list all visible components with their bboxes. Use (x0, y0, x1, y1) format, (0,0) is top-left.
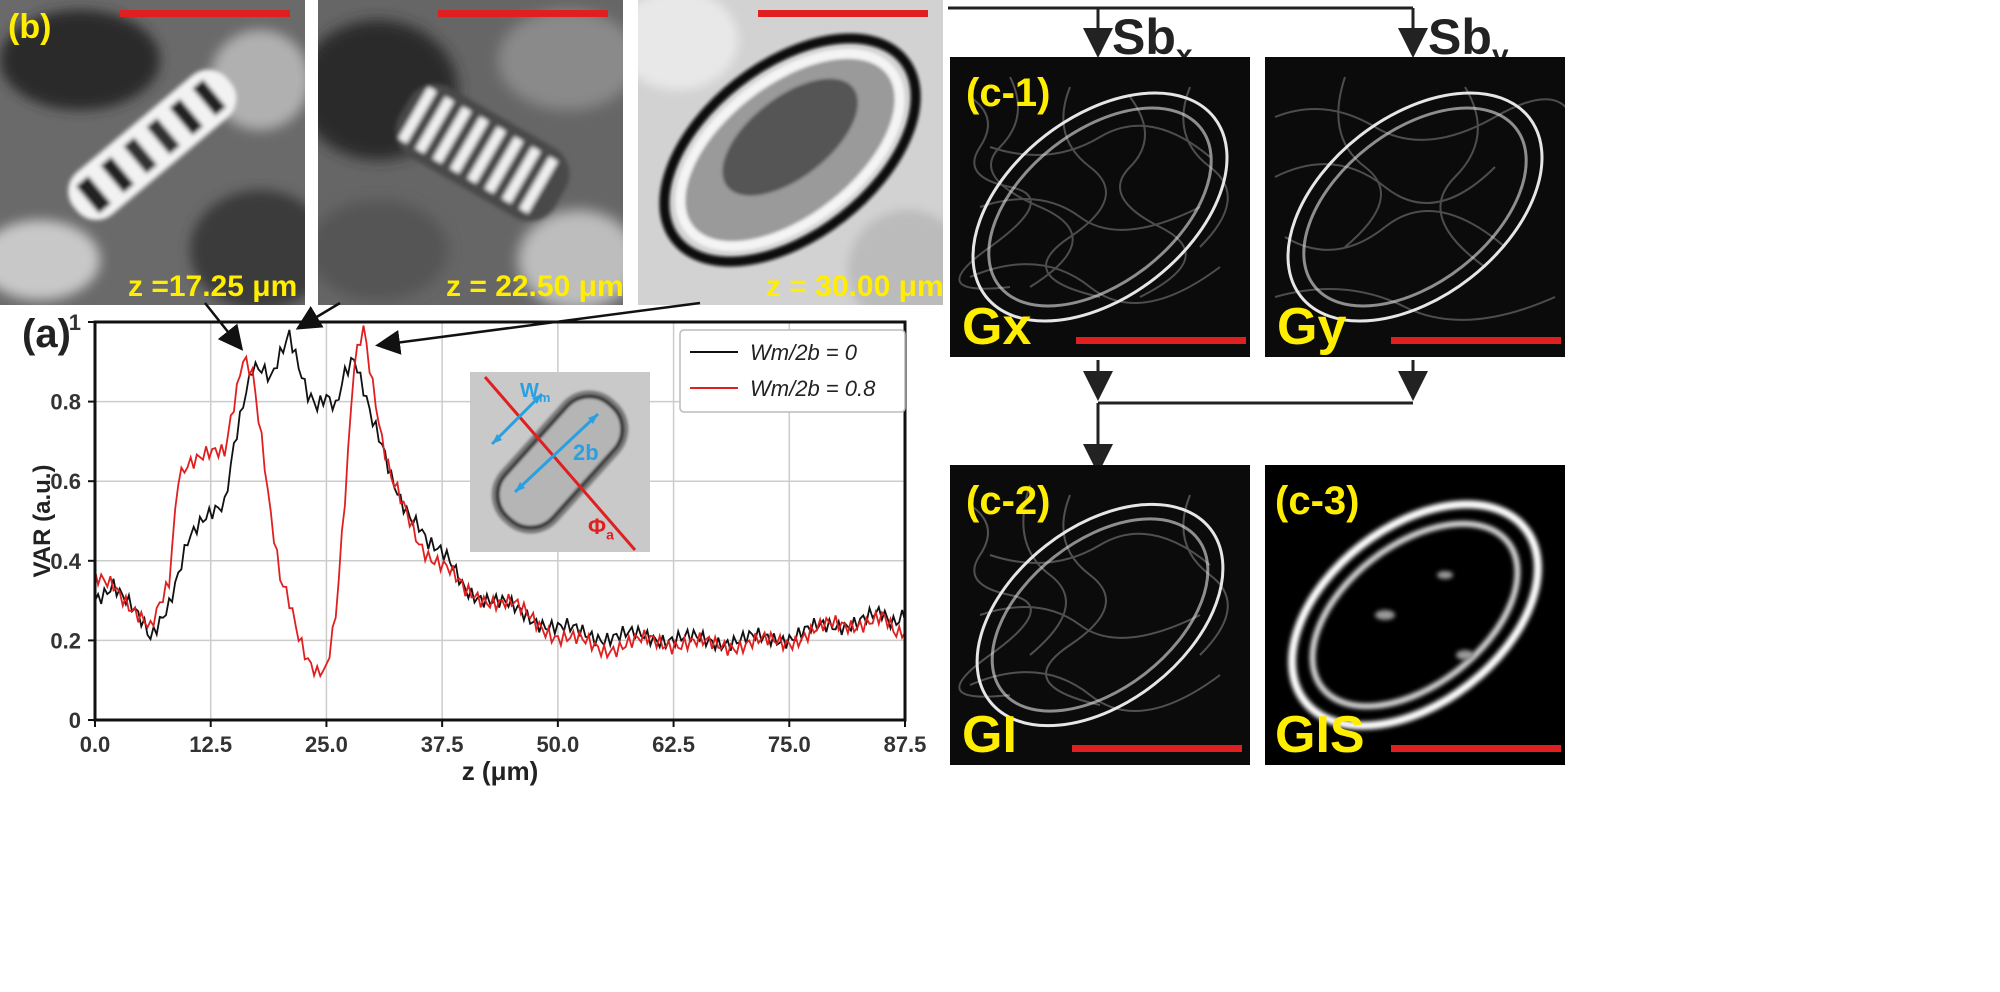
x-tick-label: 25.0 (305, 732, 348, 757)
series-line-1 (94, 325, 906, 679)
y-tick-label: 0.8 (50, 390, 81, 415)
x-tick-label: 37.5 (421, 732, 464, 757)
x-tick-label: 50.0 (536, 732, 579, 757)
photo-z2250: z = 22.50 μm (318, 0, 623, 305)
gy-image: Gy (1265, 57, 1565, 357)
legend-entry-red: Wm/2b = 0.8 (750, 376, 876, 401)
photo-z1725: (b) z =17.25 μm (0, 0, 305, 305)
z-label: z =17.25 μm (128, 270, 298, 303)
y-tick-label: 0 (69, 708, 81, 733)
wm-label: Wm (520, 380, 551, 405)
flow-arrows (948, 6, 1428, 474)
legend-entry-black: Wm/2b = 0 (750, 340, 858, 365)
gx-label: Gx (962, 298, 1032, 356)
x-tick-label: 62.5 (652, 732, 695, 757)
scale-bar (1391, 337, 1561, 344)
y-tick-label: 0.2 (50, 628, 81, 653)
peak-arrows (204, 301, 701, 355)
var-chart: 0.0 12.5 25.0 37.5 50.0 62.5 75.0 87.5 0 0.2 0.4 0.… (29, 310, 927, 786)
scale-bar (1076, 337, 1246, 344)
scale-bar (1072, 745, 1242, 752)
x-axis-label: z (μm) (462, 756, 539, 786)
photo-z3000: z = 30.00 μm (638, 0, 943, 305)
2b-label: 2b (573, 440, 599, 465)
c2-label: (c-2) (966, 479, 1051, 523)
scale-bar (758, 10, 928, 17)
legend: Wm/2b = 0 Wm/2b = 0.8 (679, 329, 906, 413)
panel-a-label: (a) (22, 312, 71, 356)
x-tick-label: 12.5 (189, 732, 232, 757)
gx-image: (c-1) Gx (950, 57, 1250, 357)
z-label: z = 22.50 μm (446, 270, 623, 303)
c3-label: (c-3) (1275, 479, 1360, 523)
gy-label: Gy (1277, 298, 1347, 356)
y-tick-label: 0.6 (50, 469, 81, 494)
phi-label: Φa (588, 514, 614, 543)
y-axis-label: VAR (a.u.) (29, 465, 56, 578)
gi-label: GI (962, 706, 1017, 764)
y-tick-label: 1 (69, 310, 81, 335)
x-tick-label: 0.0 (80, 732, 111, 757)
gis-image: (c-3) GIS (1265, 465, 1565, 765)
x-tick-label: 75.0 (768, 732, 811, 757)
gi-image: (c-2) GI (950, 465, 1250, 765)
x-tick-label: 87.5 (884, 732, 927, 757)
scale-bar (120, 10, 290, 17)
y-tick-label: 0.4 (50, 549, 81, 574)
z-label: z = 30.00 μm (766, 270, 943, 303)
series-line-0 (94, 329, 906, 653)
inset-diagram: Wm 2b Φa (470, 372, 650, 552)
scale-bar (1391, 745, 1561, 752)
panel-b-label: (b) (8, 8, 52, 46)
c1-label: (c-1) (966, 71, 1051, 115)
scale-bar (438, 10, 608, 17)
gis-label: GIS (1275, 706, 1365, 764)
